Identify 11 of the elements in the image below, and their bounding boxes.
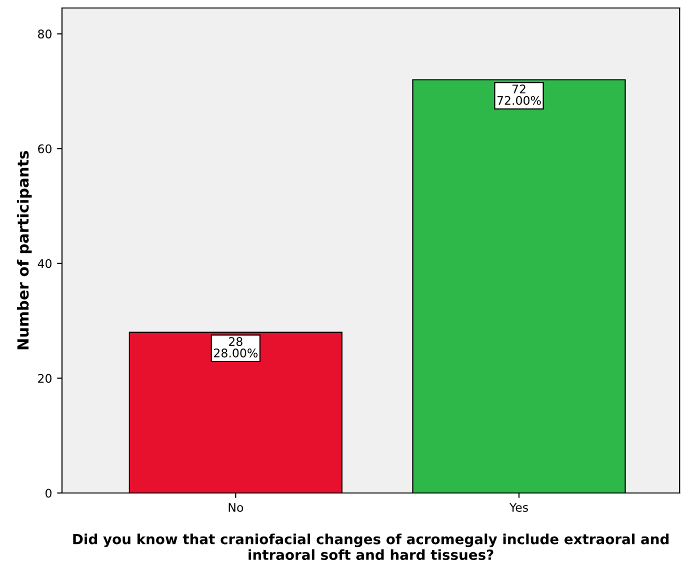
x-axis-title: Did you know that craniofacial changes of acromegaly include extraoral and intraoral soft and hard tissues? (73, 534, 669, 560)
y-tick-label: 40 (38, 259, 52, 268)
data-label: 72 72.00% (497, 84, 541, 105)
y-tick-label: 0 (46, 488, 52, 498)
data-label: 28 28.00% (214, 337, 258, 358)
x-tick-label: Yes (509, 503, 528, 512)
y-axis-title: Number of participants (16, 151, 32, 350)
y-tick-label: 60 (38, 144, 52, 154)
y-tick-label: 20 (38, 374, 52, 383)
y-tick-label: 80 (38, 30, 52, 38)
x-tick-label: No (228, 503, 244, 512)
